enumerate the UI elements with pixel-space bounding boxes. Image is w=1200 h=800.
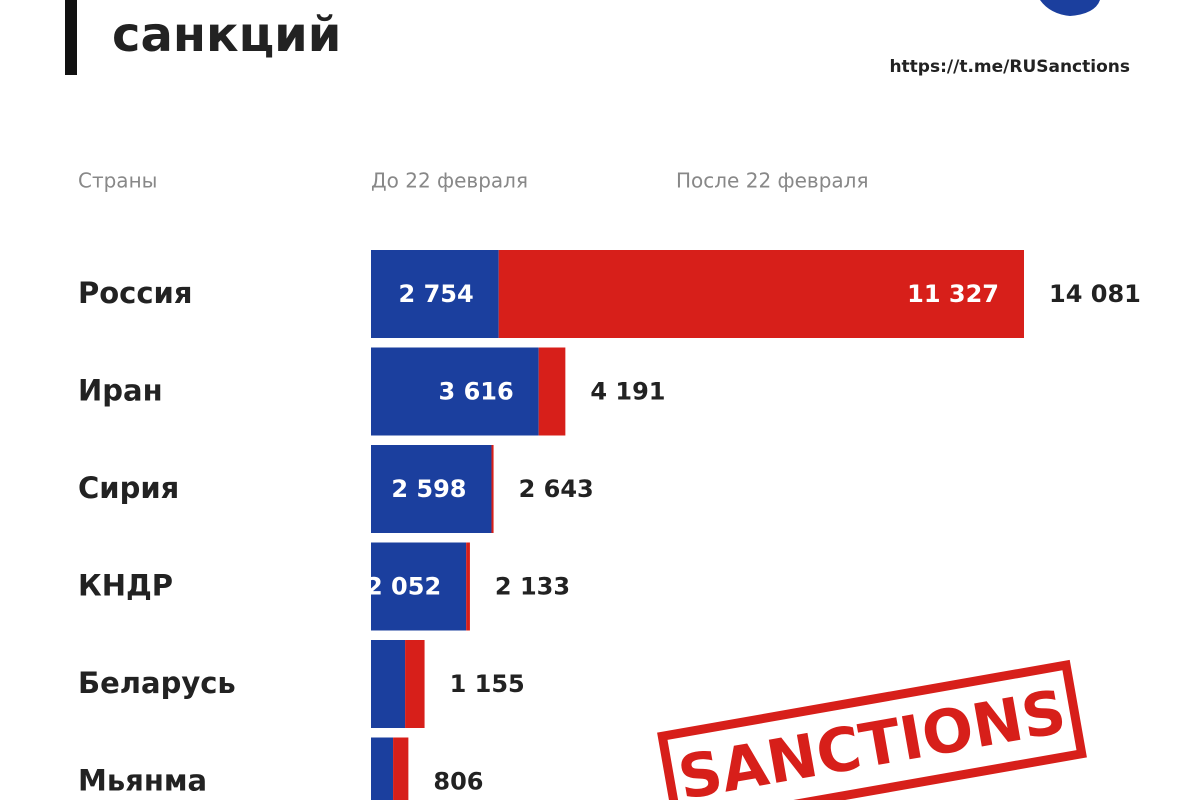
category-label: Сирия: [78, 471, 179, 505]
column-header: После 22 февраля: [676, 169, 868, 193]
category-label: Мьянма: [78, 764, 207, 798]
value-label: 2 598: [391, 475, 466, 503]
stamp: SANCTIONS: [657, 659, 1087, 800]
value-label: 2 052: [366, 573, 441, 601]
total-label: 14 081: [1049, 280, 1141, 308]
value-label: 3 616: [439, 378, 514, 406]
stamp-frame: [657, 659, 1087, 800]
total-label: 4 191: [590, 378, 665, 406]
total-label: 2 643: [519, 475, 594, 503]
category-label: Иран: [78, 374, 163, 408]
title-accent: [65, 0, 77, 75]
bar-segment: [466, 542, 470, 631]
source-link: https://t.me/RUSanctions: [889, 57, 1130, 77]
total-label: 2 133: [495, 573, 570, 601]
column-header: Страны: [78, 169, 157, 193]
category-label: Россия: [78, 276, 193, 310]
bar-segment: [405, 640, 425, 728]
bar-segment: [393, 737, 409, 800]
logo: [1040, 0, 1100, 16]
bar-segment: [371, 347, 539, 436]
total-label: 1 155: [450, 670, 525, 698]
bar-segment: [498, 250, 1024, 338]
bar-segment: [538, 347, 566, 436]
bar-segment: [371, 737, 394, 800]
chart-title: санкций: [112, 7, 341, 63]
category-label: КНДР: [78, 569, 173, 603]
bar-segment: [371, 445, 492, 533]
bar-segment: [371, 542, 467, 631]
column-header: До 22 февраля: [371, 169, 528, 193]
bar-segment: [371, 640, 406, 728]
bar-segment: [371, 250, 499, 338]
total-label: 806: [433, 768, 483, 796]
value-label: 2 754: [399, 280, 474, 308]
bar-segment: [491, 445, 494, 533]
category-label: Беларусь: [78, 666, 236, 700]
value-label: 11 327: [907, 280, 999, 308]
